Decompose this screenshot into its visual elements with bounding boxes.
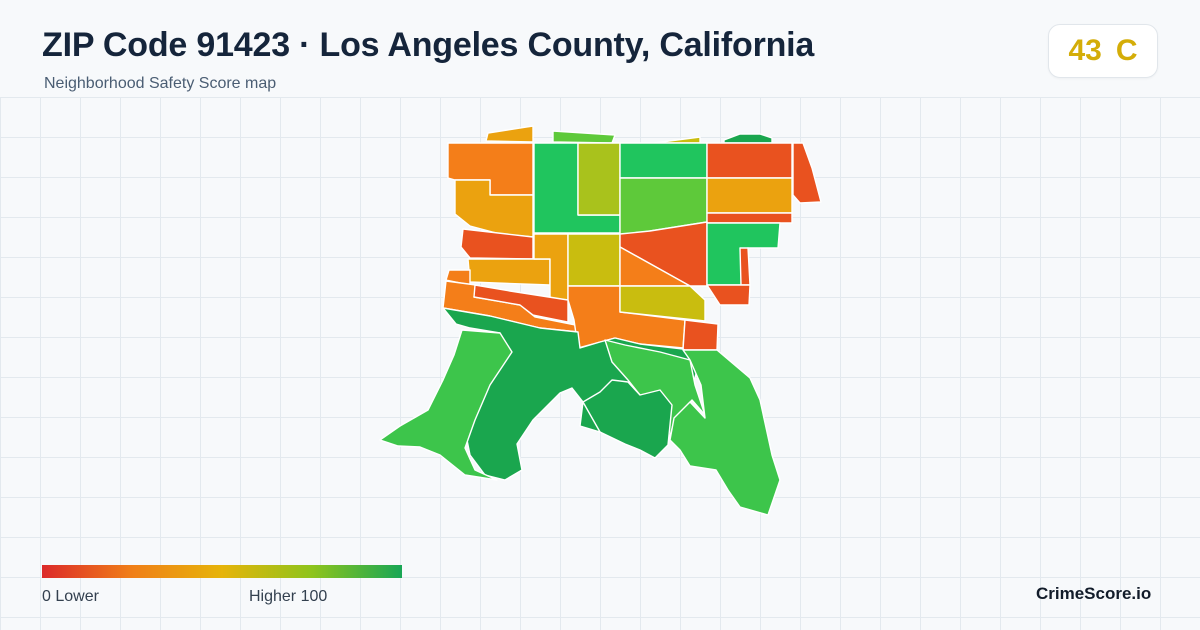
map-region[interactable] [582,379,673,459]
map-region[interactable] [552,130,616,144]
safety-score-value: 43 [1068,34,1102,67]
legend-max-label: Higher 100 [249,588,328,605]
map-region[interactable] [669,349,781,516]
page-title: ZIP Code 91423 · Los Angeles County, Cal… [42,26,815,64]
map-region[interactable] [739,247,751,286]
map-region[interactable] [567,233,621,287]
map-region[interactable] [682,319,719,351]
map-region[interactable] [706,212,793,224]
map-region[interactable] [473,284,569,323]
map-region[interactable] [706,177,793,214]
safety-score-grade: C [1115,34,1138,67]
map-region[interactable] [706,142,793,179]
map-region[interactable] [792,142,822,204]
brand-name[interactable]: CrimeScore.io [1036,584,1152,603]
map-region[interactable] [379,329,513,481]
map-region[interactable] [485,125,534,143]
map-region[interactable] [723,133,773,144]
map-region[interactable] [653,136,701,144]
safety-score-badge: 43 C [1048,24,1158,78]
map-region[interactable] [467,258,551,286]
map-region[interactable] [619,285,706,322]
safety-score-legend-bar [42,565,402,578]
page-subtitle: Neighborhood Safety Score map [44,75,277,92]
map-region[interactable] [619,142,708,179]
map-region[interactable] [706,284,751,306]
map-region[interactable] [577,142,621,216]
legend-min-label: 0 Lower [42,588,99,605]
